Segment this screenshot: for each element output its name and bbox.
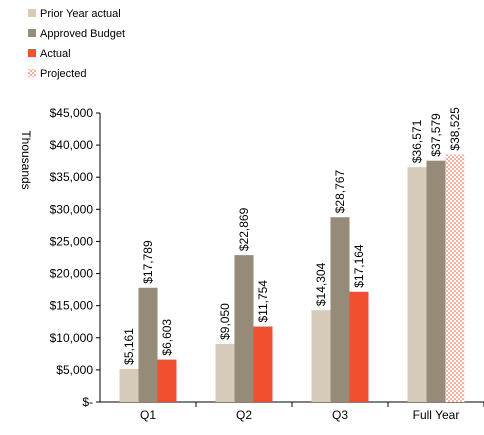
data-label: $37,579 (429, 113, 443, 157)
bar (311, 310, 331, 402)
data-label: $11,754 (256, 280, 270, 323)
data-label: $5,161 (122, 328, 136, 365)
bar (234, 255, 254, 402)
legend-label: Actual (40, 48, 71, 60)
legend-swatch (28, 9, 36, 17)
bar (157, 359, 177, 402)
legend-label: Projected (40, 68, 86, 80)
y-tick-label: $20,000 (50, 267, 94, 281)
data-label: $28,767 (333, 170, 347, 214)
legend-label: Prior Year actual (40, 8, 121, 20)
legend-swatch (28, 69, 36, 77)
y-tick-label: $25,000 (50, 234, 94, 248)
legend-label: Approved Budget (40, 28, 125, 40)
bar (215, 343, 235, 402)
legend-swatch (28, 29, 36, 37)
legend-swatch (28, 49, 36, 57)
y-tick-label: $5,000 (56, 363, 93, 377)
bar (349, 291, 369, 402)
bar (407, 167, 427, 402)
x-tick-label: Q3 (332, 408, 348, 422)
bar (426, 160, 446, 402)
bar (445, 154, 465, 402)
data-label: $17,789 (141, 240, 155, 284)
x-tick-label: Q1 (140, 408, 156, 422)
bar (330, 217, 350, 402)
data-label: $36,571 (410, 119, 424, 163)
y-tick-label: $10,000 (50, 331, 94, 345)
y-tick-label: $35,000 (50, 170, 94, 184)
x-tick-label: Full Year (413, 408, 460, 422)
y-tick-label: $30,000 (50, 202, 94, 216)
y-tick-label: $- (82, 395, 93, 409)
y-tick-label: $45,000 (50, 106, 94, 120)
y-axis-label: Thousands (19, 130, 33, 189)
bar (119, 368, 139, 402)
bar (138, 287, 158, 402)
data-label: $38,525 (448, 107, 462, 151)
bar (253, 326, 273, 402)
data-label: $14,304 (314, 262, 328, 306)
data-label: $22,869 (237, 207, 251, 251)
data-label: $9,050 (218, 303, 232, 340)
y-tick-label: $40,000 (50, 138, 94, 152)
y-tick-label: $15,000 (50, 299, 94, 313)
data-label: $6,603 (160, 319, 174, 356)
data-label: $17,164 (352, 244, 366, 288)
x-tick-label: Q2 (236, 408, 252, 422)
